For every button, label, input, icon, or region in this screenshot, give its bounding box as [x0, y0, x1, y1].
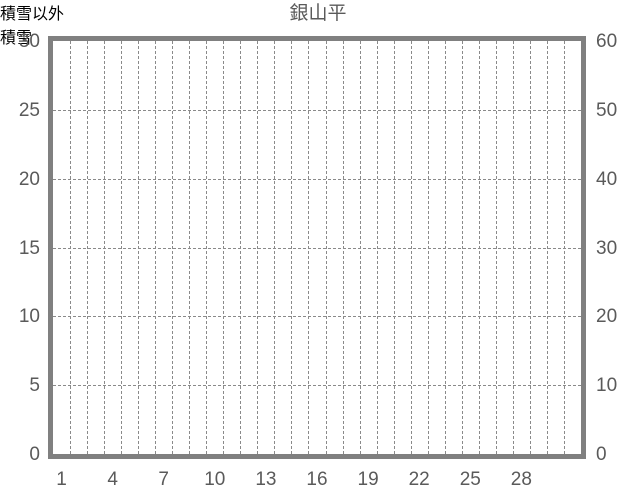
left-axis-caption: 積雪以外 — [0, 6, 65, 23]
horizontal-gridline — [53, 109, 581, 111]
x-axis-tick-label: 19 — [357, 469, 379, 490]
x-axis-tick-label: 16 — [306, 469, 328, 490]
y-axis-tick-label-left: 20 — [18, 168, 40, 190]
horizontal-gridline — [53, 247, 581, 249]
horizontal-gridline — [53, 385, 581, 387]
horizontal-gridline — [53, 178, 581, 180]
y-axis-tick-label-left: 15 — [18, 237, 40, 259]
y-axis-tick-label-left: 30 — [18, 31, 40, 52]
y-axis-tick-label-left: 0 — [29, 444, 40, 465]
x-axis-tick-label: 4 — [107, 469, 118, 490]
y-axis-tick-label-right: 60 — [596, 31, 618, 52]
plot-area — [48, 36, 586, 459]
x-axis-tick-label: 10 — [204, 469, 226, 490]
y-axis-tick-label-right: 30 — [596, 237, 618, 259]
x-axis-tick-label: 1 — [56, 469, 67, 490]
x-axis-tick-label: 22 — [408, 469, 430, 490]
y-axis-tick-label-right: 0 — [596, 444, 607, 465]
y-axis-tick-label-right: 20 — [596, 306, 618, 328]
y-axis-tick-label-left: 25 — [18, 99, 40, 121]
plot-grid — [53, 41, 581, 454]
y-axis-tick-label-left: 5 — [29, 375, 40, 397]
chart-title: 銀山平 — [289, 3, 347, 24]
y-axis-tick-label-right: 50 — [596, 99, 618, 121]
x-axis-tick-label: 7 — [158, 469, 169, 490]
y-axis-tick-label-right: 40 — [596, 168, 618, 190]
x-axis-tick-label: 13 — [255, 469, 277, 490]
x-axis-tick-label: 28 — [510, 469, 532, 490]
x-axis-tick-label: 25 — [459, 469, 481, 490]
right-axis-caption: 積雪 — [0, 30, 33, 47]
horizontal-gridline — [53, 316, 581, 318]
y-axis-tick-label-right: 10 — [596, 375, 618, 397]
y-axis-tick-label-left: 10 — [18, 306, 40, 328]
